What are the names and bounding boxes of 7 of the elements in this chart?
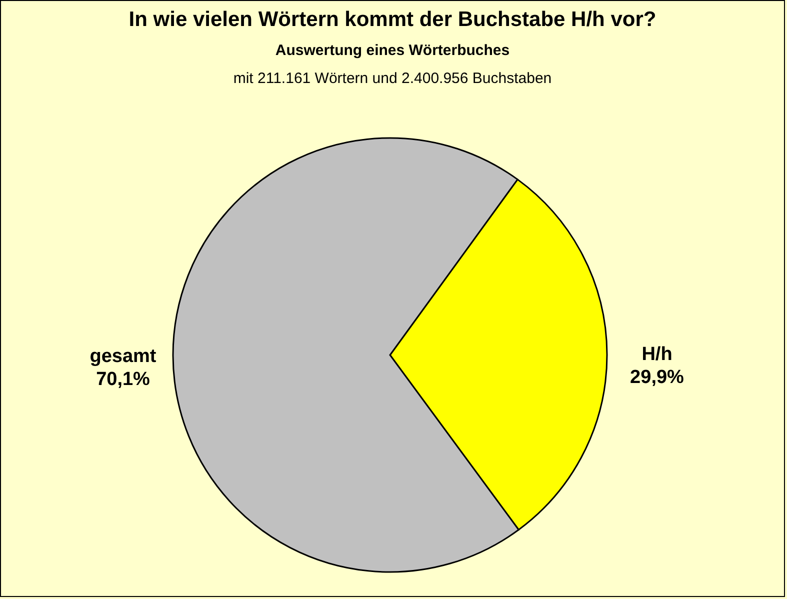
slice-label: H/h (642, 344, 672, 366)
text: mit 211.161 Wörtern und 2.400.956 Buchstaben (233, 70, 552, 87)
chart-title: In wie vielen Wörtern kommt der Buchstabe H/h vor? (128, 8, 656, 31)
data-label: 29,9% (630, 367, 684, 388)
slice-label: gesamt (90, 346, 157, 367)
chart-subtitle: Auswertung eines Wörterbuches (275, 42, 510, 59)
data-label: 70,1% (96, 368, 150, 390)
